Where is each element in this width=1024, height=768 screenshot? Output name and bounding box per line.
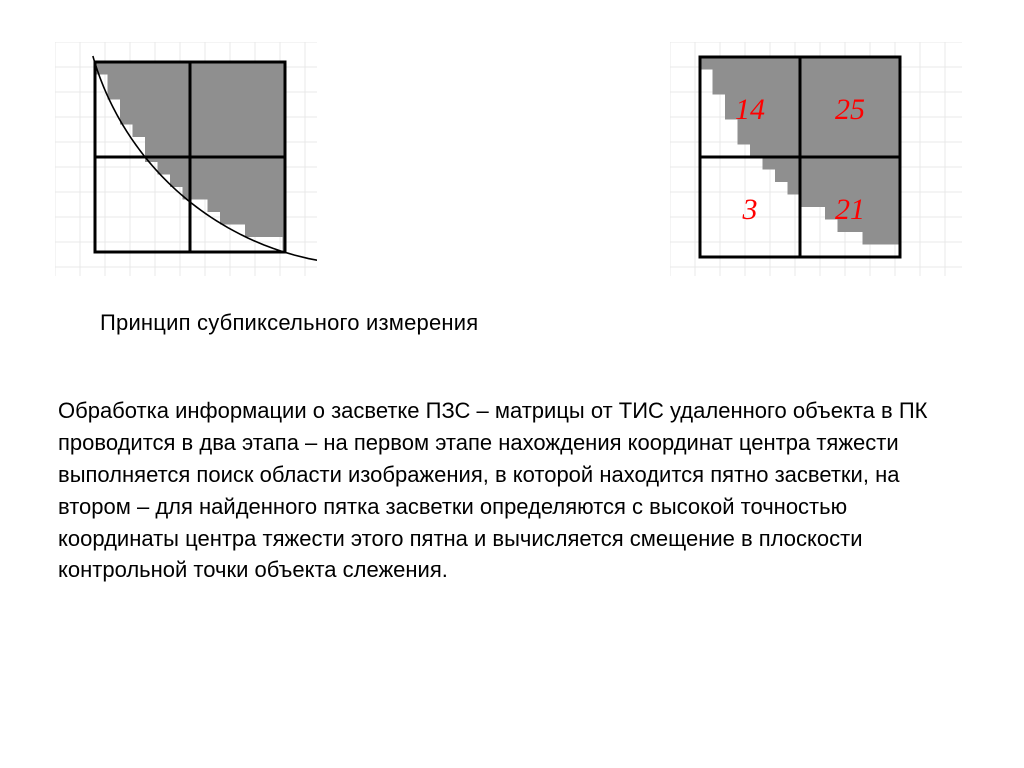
right-subpixel-diagram: 14 25 3 21 — [670, 42, 962, 276]
diagram-caption: Принцип субпиксельного измерения — [100, 310, 478, 336]
cell-value-bottom-right: 21 — [835, 193, 865, 226]
left-subpixel-diagram — [55, 42, 317, 276]
explanation-paragraph: Обработка информации о засветке ПЗС – ма… — [58, 395, 968, 586]
cell-value-top-right: 25 — [835, 93, 865, 126]
cell-value-top-left: 14 — [735, 93, 765, 126]
cell-value-bottom-left: 3 — [742, 193, 758, 226]
